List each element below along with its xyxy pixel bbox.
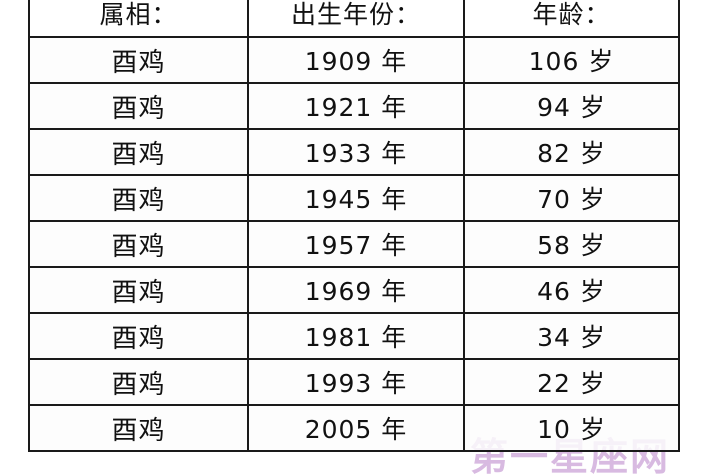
table-row: 酉鸡 1993 年 22 岁 [28, 358, 680, 406]
cell-birth-year: 1909 年 [247, 36, 465, 84]
cell-birth-year: 1957 年 [247, 220, 465, 268]
cell-age: 10 岁 [463, 404, 680, 452]
cell-age: 94 岁 [463, 82, 680, 130]
cell-zodiac: 酉鸡 [28, 82, 249, 130]
table-row: 酉鸡 1969 年 46 岁 [28, 266, 680, 314]
column-header-zodiac: 属相： [28, 0, 249, 38]
cell-zodiac: 酉鸡 [28, 174, 249, 222]
cell-zodiac: 酉鸡 [28, 312, 249, 360]
table-header-row: 属相： 出生年份： 年龄： [28, 0, 680, 38]
table-row: 酉鸡 1945 年 70 岁 [28, 174, 680, 222]
table-row: 酉鸡 1981 年 34 岁 [28, 312, 680, 360]
cell-birth-year: 1981 年 [247, 312, 465, 360]
cell-birth-year: 1993 年 [247, 358, 465, 406]
cell-age: 106 岁 [463, 36, 680, 84]
cell-zodiac: 酉鸡 [28, 128, 249, 176]
cell-birth-year: 1945 年 [247, 174, 465, 222]
cell-birth-year: 2005 年 [247, 404, 465, 452]
table-row: 酉鸡 2005 年 10 岁 [28, 404, 680, 452]
cell-birth-year: 1921 年 [247, 82, 465, 130]
table-row: 酉鸡 1909 年 106 岁 [28, 36, 680, 84]
cell-zodiac: 酉鸡 [28, 404, 249, 452]
cell-age: 58 岁 [463, 220, 680, 268]
cell-birth-year: 1933 年 [247, 128, 465, 176]
column-header-birth-year: 出生年份： [247, 0, 465, 38]
cell-age: 22 岁 [463, 358, 680, 406]
zodiac-year-age-table: 属相： 出生年份： 年龄： 酉鸡 1909 年 106 岁酉鸡 1921 年 94 岁酉… [28, 0, 680, 452]
cell-age: 70 岁 [463, 174, 680, 222]
cell-zodiac: 酉鸡 [28, 36, 249, 84]
table-row: 酉鸡 1957 年 58 岁 [28, 220, 680, 268]
cell-zodiac: 酉鸡 [28, 220, 249, 268]
cell-zodiac: 酉鸡 [28, 358, 249, 406]
column-header-age: 年龄： [463, 0, 680, 38]
cell-birth-year: 1969 年 [247, 266, 465, 314]
table-body: 酉鸡 1909 年 106 岁酉鸡 1921 年 94 岁酉鸡 1933 年 82 岁酉鸡 1… [28, 36, 680, 452]
table-row: 酉鸡 1921 年 94 岁 [28, 82, 680, 130]
cell-zodiac: 酉鸡 [28, 266, 249, 314]
cell-age: 46 岁 [463, 266, 680, 314]
zodiac-table-container: 属相： 出生年份： 年龄： 酉鸡 1909 年 106 岁酉鸡 1921 年 94 岁酉… [28, 0, 680, 452]
table-header: 属相： 出生年份： 年龄： [28, 0, 680, 38]
cell-age: 82 岁 [463, 128, 680, 176]
cell-age: 34 岁 [463, 312, 680, 360]
table-row: 酉鸡 1933 年 82 岁 [28, 128, 680, 176]
